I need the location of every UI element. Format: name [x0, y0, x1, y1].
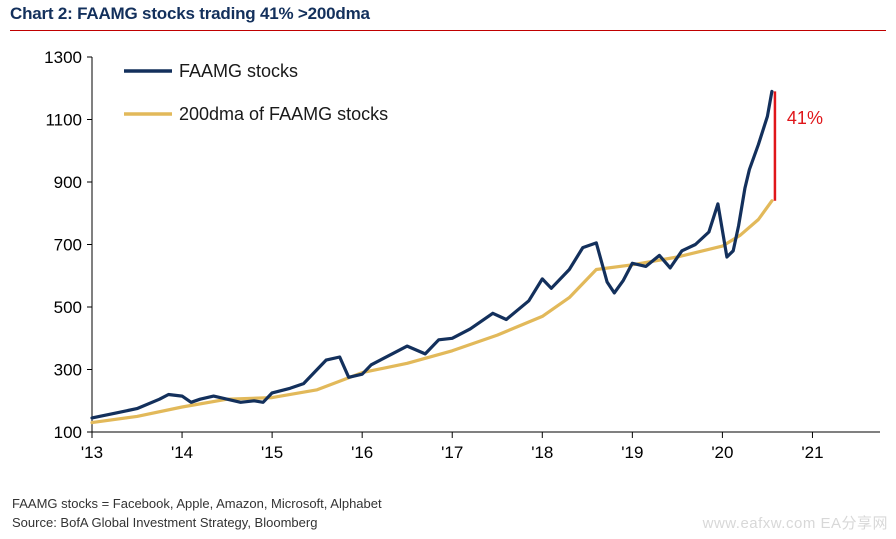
y-tick-label: 1100: [45, 111, 82, 130]
chart-annotations: 41%: [773, 91, 823, 201]
chart-axes: 100 300 500 700 900 1100 1300 '13 '14 '15 '16 '17 '1…: [44, 48, 880, 462]
legend-item-200dma-label: 200dma of FAAMG stocks: [179, 104, 388, 124]
y-tick-label: 100: [54, 423, 82, 442]
y-tick-label: 900: [54, 173, 82, 192]
y-tick-label: 300: [54, 361, 82, 380]
x-tick-label: '21: [801, 443, 823, 462]
gap-label: 41%: [787, 108, 823, 128]
x-tick-label: '18: [531, 443, 553, 462]
x-tick-label: '14: [171, 443, 193, 462]
x-tick-label: '15: [261, 443, 283, 462]
series-layer: [90, 89, 774, 425]
chart-title: Chart 2: FAAMG stocks trading 41% >200dm…: [10, 4, 370, 23]
x-tick-label: '19: [621, 443, 643, 462]
x-tick-label: '17: [441, 443, 463, 462]
chart-legend: FAAMG stocks 200dma of FAAMG stocks: [124, 61, 388, 124]
x-tick-label: '13: [81, 443, 103, 462]
series-line-faamg: [90, 89, 774, 420]
y-tick-label: 500: [54, 298, 82, 317]
footnote-definition: FAAMG stocks = Facebook, Apple, Amazon, …: [12, 496, 382, 511]
y-tick-label: 700: [54, 236, 82, 255]
x-tick-label: '20: [711, 443, 733, 462]
watermark: www.eafxw.com EA分享网: [702, 515, 888, 532]
footnote-source: Source: BofA Global Investment Strategy,…: [12, 515, 318, 530]
x-tick-label: '16: [351, 443, 373, 462]
series-line-200dma: [90, 199, 774, 425]
title-underline: [10, 30, 886, 31]
y-tick-label: 1300: [44, 48, 82, 67]
legend-item-faamg-label: FAAMG stocks: [179, 61, 298, 81]
line-chart: 100 300 500 700 900 1100 1300 '13 '14 '15 '16 '17 '1…: [44, 48, 880, 462]
